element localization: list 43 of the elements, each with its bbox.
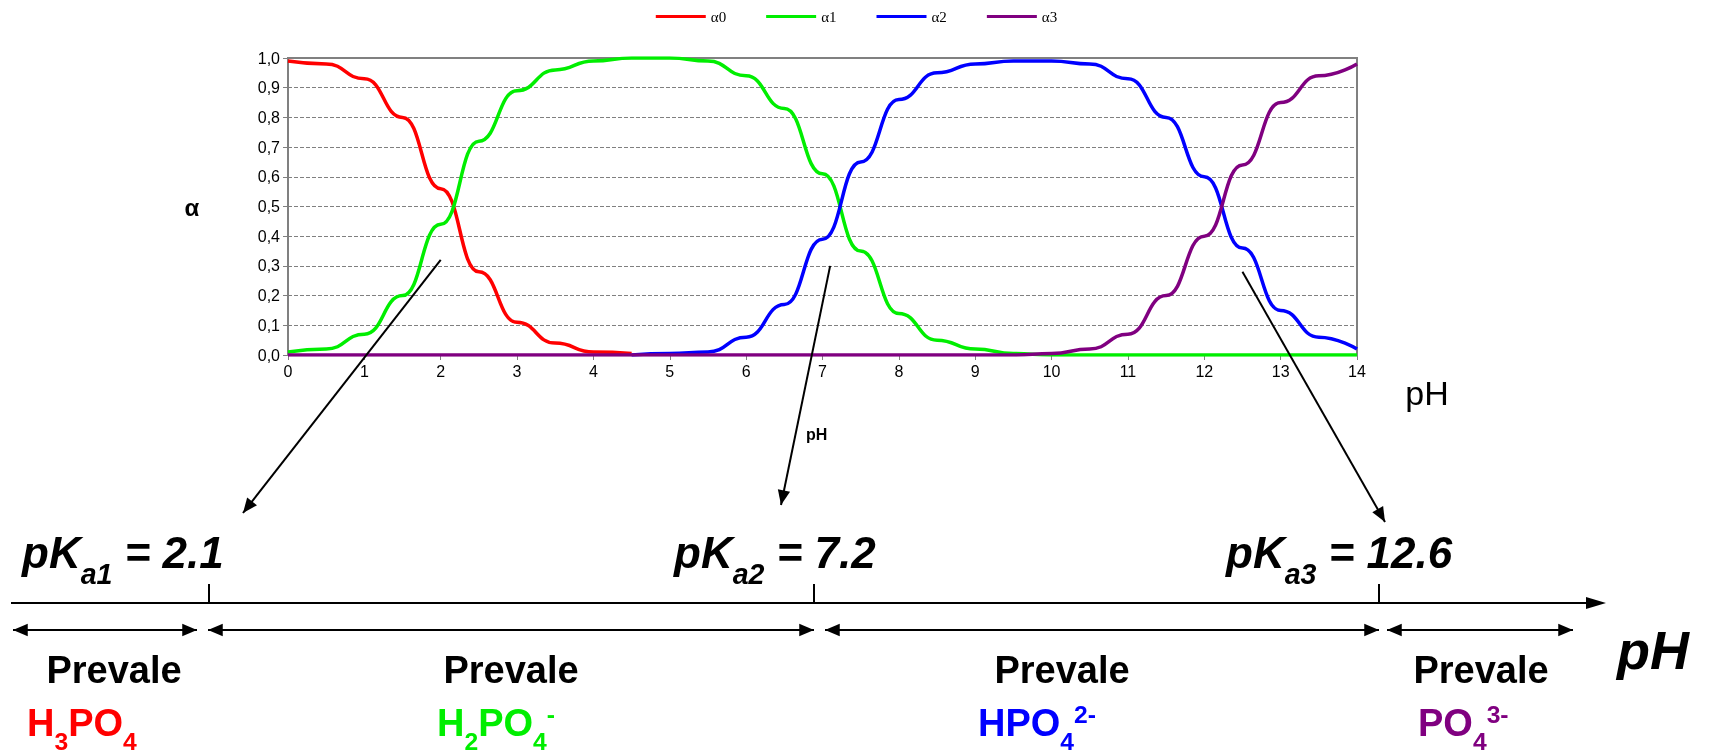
x-tick-label: 13: [1271, 362, 1290, 380]
x-tick-label: 10: [1042, 362, 1061, 380]
text: H$_{3}$PO$_{4}$: [27, 702, 138, 754]
x-tick-label: 12: [1195, 362, 1214, 380]
legend-label: α1: [821, 8, 837, 25]
x-tick-label: 9: [970, 362, 980, 380]
y-tick-label: 0,5: [257, 198, 281, 215]
x-tick-label: 5: [665, 362, 675, 380]
y-tick-label: 0,7: [257, 138, 281, 156]
y-axis-title: α: [184, 194, 200, 221]
text: Prevale: [46, 649, 182, 691]
x-tick-label: 8: [894, 362, 904, 380]
x-tick-label: 14: [1348, 362, 1366, 380]
text: Prevale: [443, 649, 579, 691]
x-tick-label: 0: [283, 362, 293, 380]
legend-label: α2: [931, 8, 947, 25]
y-tick-label: 0,4: [257, 227, 281, 245]
text: pK$_{a2}$ = 7.2: [673, 528, 877, 590]
y-tick-label: 0,3: [257, 257, 281, 275]
text: pH: [806, 426, 828, 443]
legend-label: α3: [1041, 8, 1058, 25]
x-tick-label: 7: [818, 362, 828, 380]
x-axis-title: pH: [1405, 374, 1449, 412]
y-tick-label: 0,2: [257, 287, 281, 305]
x-tick-label: 3: [512, 362, 522, 380]
y-tick-label: 0,8: [257, 108, 281, 126]
text: pH: [1615, 620, 1690, 680]
x-tick-label: 11: [1119, 362, 1137, 380]
text: pK$_{a1}$ = 2.1: [21, 528, 224, 590]
x-tick-label: 1: [359, 362, 369, 380]
line-series: [286, 59, 634, 356]
x-tick-label: 6: [741, 362, 751, 380]
legend-label: α0: [710, 8, 727, 25]
y-tick-label: 0,9: [257, 79, 281, 97]
y-tick-label: 0,1: [257, 316, 281, 334]
text: Prevale: [1413, 649, 1549, 691]
y-tick-label: 0,0: [257, 346, 281, 364]
x-tick-label: 2: [436, 362, 446, 380]
text: pK$_{a3}$ = 12.6: [1225, 528, 1453, 590]
x-tick-label: 4: [588, 362, 598, 380]
text: Prevale: [994, 649, 1130, 691]
y-tick-label: 1,0: [257, 49, 281, 67]
y-tick-label: 0,6: [257, 168, 281, 186]
